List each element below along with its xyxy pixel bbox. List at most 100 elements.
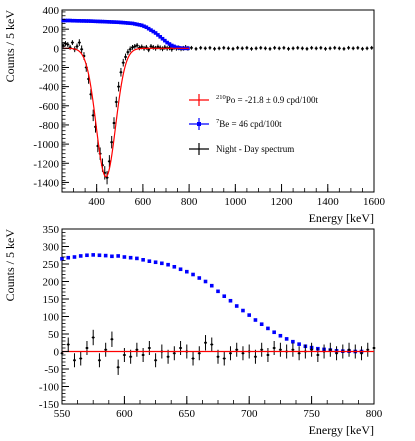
data-point-be7 [141, 258, 145, 262]
data-point-night-day [260, 342, 264, 357]
data-point-night-day [370, 45, 374, 50]
data-point-night-day [360, 46, 364, 51]
bottom-x-axis-title: Energy [keV] [309, 423, 374, 437]
data-point-be7 [65, 18, 70, 23]
data-point-night-day [360, 346, 364, 361]
data-point-night-day [66, 42, 70, 47]
data-point-be7 [68, 18, 72, 23]
data-point-be7 [166, 262, 170, 267]
top-x-axis-title: Energy [keV] [309, 211, 374, 225]
y-tick-label: -600 [39, 101, 60, 113]
data-point-be7 [247, 313, 251, 317]
data-point-be7 [158, 35, 163, 39]
data-point-be7 [128, 255, 133, 260]
y-tick-label: -400 [39, 82, 60, 94]
data-point-night-day [80, 45, 84, 54]
legend-item-be7: 7Be = 46 cpd/100t [189, 118, 282, 130]
data-point-night-day [347, 342, 351, 357]
bottom-y-axis-title: Counts / 5 keV [3, 229, 17, 302]
data-point-be7 [114, 20, 119, 24]
data-point-be7 [172, 44, 176, 49]
data-point-be7 [100, 19, 105, 24]
data-point-night-day [199, 45, 203, 50]
data-point-be7 [203, 279, 208, 284]
data-point-be7 [107, 20, 112, 24]
y-tick-label: -100 [39, 382, 60, 394]
data-point-night-day [117, 81, 121, 92]
x-tick-label: 600 [135, 196, 152, 208]
data-point-night-day [85, 341, 89, 355]
data-point-night-day [197, 346, 201, 361]
data-point-night-day [310, 45, 314, 50]
data-point-night-day [213, 46, 217, 51]
legend: 210Po = -21.8 ± 0.9 cpd/100t 7Be = 46 cp… [189, 94, 319, 155]
data-point-night-day [366, 342, 370, 357]
top-panel: -1400 -1200 -1000 -800 -600 -400 -200 0 200 400 40… [3, 5, 386, 225]
data-point-be7 [291, 339, 295, 344]
data-point-night-day [291, 46, 295, 51]
data-point-night-day [235, 342, 239, 357]
data-point-night-day [286, 46, 290, 51]
data-point-be7 [123, 21, 128, 25]
data-point-night-day [137, 45, 141, 51]
top-y-axis-title: Counts / 5 keV [3, 10, 17, 83]
data-point-night-day [77, 39, 81, 46]
data-point-night-day [194, 46, 198, 51]
x-tick-label: 700 [241, 408, 258, 420]
y-tick-label: -50 [44, 364, 59, 376]
y-tick-label: -1200 [33, 158, 59, 170]
data-point-be7 [191, 272, 195, 277]
data-point-night-day [121, 58, 125, 67]
data-point-night-day [63, 41, 67, 46]
data-point-night-day [268, 46, 272, 51]
data-point-night-day [126, 49, 130, 56]
data-point-night-day [273, 45, 277, 50]
y-tick-label: 250 [43, 259, 60, 271]
data-point-night-day [61, 43, 65, 48]
x-tick-label: 750 [303, 408, 320, 420]
legend-item-night-day: Night - Day spectrum [189, 143, 294, 155]
data-point-be7 [110, 254, 114, 259]
data-point-be7 [139, 23, 144, 28]
data-point-night-day [66, 337, 70, 352]
data-point-night-day [305, 46, 309, 51]
data-point-night-day [272, 341, 276, 355]
data-point-night-day [245, 45, 249, 50]
data-point-night-day [278, 342, 282, 357]
data-point-night-day [241, 346, 245, 361]
data-point-be7 [156, 33, 160, 37]
data-point-be7 [234, 304, 239, 308]
bottom-axis-ticks: -150 -100 -50 0 50 100 150 200 250 300 350 550 600 65… [39, 224, 383, 420]
data-point-be7 [96, 19, 100, 24]
data-point-night-day [282, 45, 286, 50]
y-tick-label: 200 [43, 277, 60, 289]
data-point-night-day [133, 44, 137, 49]
data-point-night-day [147, 341, 151, 355]
data-point-night-day [116, 359, 120, 375]
legend-item-po210: 210Po = -21.8 ± 0.9 cpd/100t [189, 94, 319, 106]
data-point-night-day [323, 46, 327, 51]
data-point-be7 [146, 26, 151, 31]
x-tick-label: 550 [54, 408, 71, 420]
data-point-be7 [84, 19, 89, 23]
data-point-be7 [121, 20, 126, 25]
data-point-be7 [66, 255, 71, 260]
data-point-be7 [70, 18, 75, 23]
data-point-night-day [204, 335, 208, 351]
y-tick-label: -800 [39, 120, 60, 132]
x-tick-label: 1000 [224, 196, 247, 208]
data-point-be7 [135, 256, 139, 261]
data-point-be7 [79, 19, 84, 23]
data-point-night-day [97, 353, 101, 368]
data-point-be7 [116, 20, 121, 25]
data-point-night-day [231, 46, 235, 51]
data-point-be7 [61, 18, 65, 23]
data-point-be7 [153, 31, 158, 35]
data-point-night-day [296, 45, 300, 50]
data-point-be7 [85, 253, 89, 258]
data-point-night-day [342, 46, 346, 51]
data-point-night-day [300, 46, 304, 51]
y-tick-label: 0 [54, 43, 60, 55]
data-point-be7 [103, 253, 108, 258]
data-point-night-day [144, 44, 148, 50]
